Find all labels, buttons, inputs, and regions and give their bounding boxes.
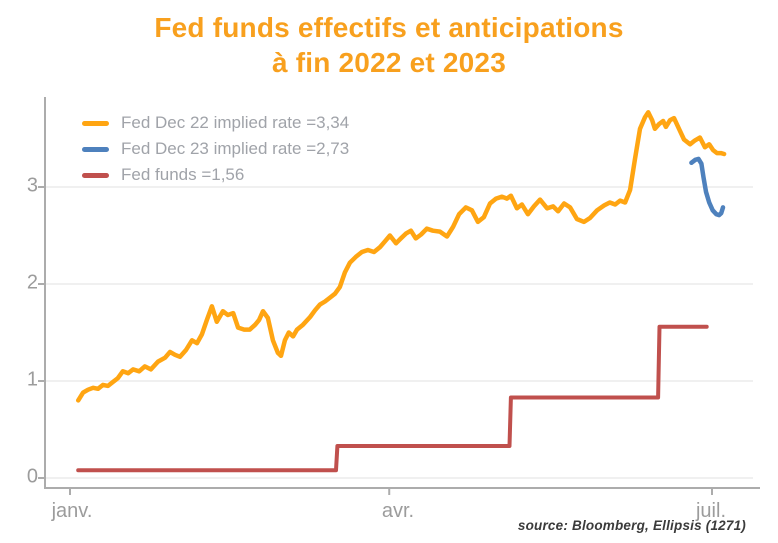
y-axis-tick-label-0: 0 bbox=[26, 465, 38, 488]
x-axis-tick-label-avr: avr. bbox=[381, 500, 415, 522]
legend-item-fed-dec22: Fed Dec 22 implied rate =3,34 bbox=[82, 110, 349, 136]
legend-label-fed-dec22: Fed Dec 22 implied rate =3,34 bbox=[121, 113, 350, 132]
legend-swatch-fed-dec22-icon bbox=[82, 120, 109, 126]
legend-label-fed-funds: Fed funds =1,56 bbox=[121, 165, 245, 184]
chart-title: Fed funds effectifs et anticipations à f… bbox=[0, 10, 778, 80]
x-axis-tick-label-juil: juil. bbox=[695, 500, 727, 522]
y-axis-tick-label-2: 2 bbox=[26, 271, 38, 294]
legend-item-fed-funds: Fed funds =1,56 bbox=[82, 162, 349, 188]
legend-swatch-fed-funds-icon bbox=[82, 172, 109, 178]
chart-legend: Fed Dec 22 implied rate =3,34 Fed Dec 23… bbox=[82, 110, 349, 188]
source-credit: source: Bloomberg, Ellipsis (1271) bbox=[517, 518, 746, 533]
legend-label-fed-dec23: Fed Dec 23 implied rate =2,73 bbox=[121, 139, 350, 158]
y-axis-tick-label-1: 1 bbox=[26, 368, 38, 391]
chart-title-line1: Fed funds effectifs et anticipations bbox=[154, 12, 624, 43]
y-axis-tick-label-3: 3 bbox=[26, 174, 38, 197]
x-axis-tick-label-janv: janv. bbox=[51, 500, 93, 522]
legend-item-fed-dec23: Fed Dec 23 implied rate =2,73 bbox=[82, 136, 349, 162]
chart-title-line2: à fin 2022 et 2023 bbox=[272, 47, 506, 78]
legend-swatch-fed-dec23-icon bbox=[82, 146, 109, 152]
